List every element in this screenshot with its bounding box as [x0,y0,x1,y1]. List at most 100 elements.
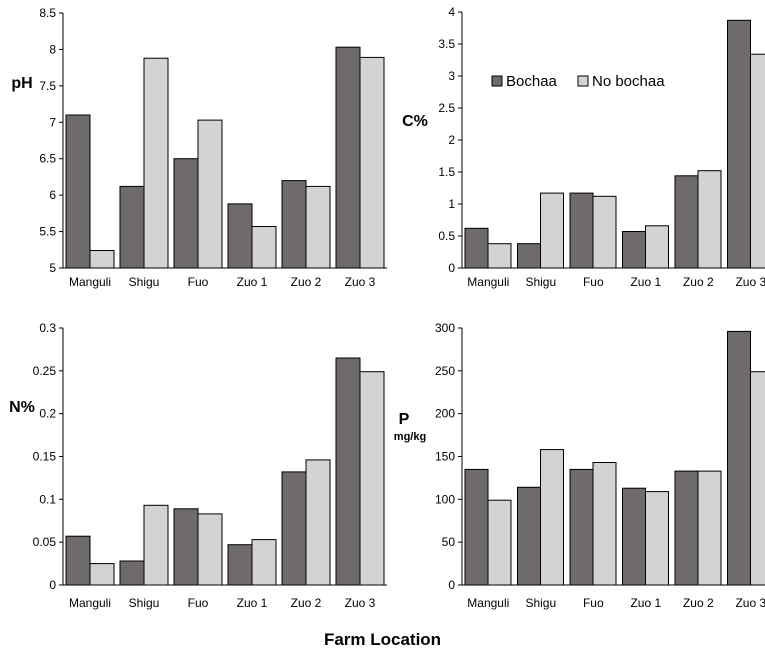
bar-no-bochaa-manguli [90,564,114,585]
y-axis-label: C% [402,113,428,130]
shared-x-axis-title: Farm Location [0,630,765,650]
legend-swatch-no-bochaa [578,76,588,86]
y-tick-label: 6 [49,188,56,202]
bar-no-bochaa-zuo-1 [252,540,276,585]
bar-no-bochaa-fuo [593,196,616,268]
bar-bochaa-zuo-3 [728,20,751,268]
bar-no-bochaa-zuo-1 [646,226,669,268]
bar-bochaa-zuo-1 [623,232,646,269]
bar-no-bochaa-zuo-1 [252,227,276,269]
bar-no-bochaa-manguli [90,251,114,269]
bar-no-bochaa-zuo-1 [646,492,669,585]
bar-bochaa-shigu [120,186,144,268]
x-tick-label: Zuo 2 [291,596,322,610]
bar-no-bochaa-fuo [593,463,616,586]
y-tick-label: 200 [435,407,455,421]
y-tick-label: 5.5 [39,225,56,239]
x-tick-label: Fuo [583,596,604,610]
x-tick-label: Zuo 2 [291,275,322,289]
bar-bochaa-fuo [570,469,593,585]
bar-bochaa-zuo-2 [282,181,306,268]
chart-panel-2: 0 0.5 1 1.5 2 2.5 3 3.5 4 C% Manguli Shigu Fuo Zuo 1 Z… [402,5,765,289]
bar-bochaa-manguli [465,469,488,585]
x-tick-label: Zuo 2 [683,596,714,610]
y-tick-label: 0.25 [33,364,57,378]
y-tick-label: 5 [49,261,56,275]
bar-no-bochaa-manguli [488,500,511,585]
x-tick-label: Fuo [188,275,209,289]
bar-no-bochaa-zuo-3 [360,372,384,585]
y-tick-label: 300 [435,321,455,335]
x-tick-label: Zuo 3 [345,275,376,289]
bar-no-bochaa-zuo-2 [698,471,721,585]
x-tick-label: Zuo 2 [683,275,714,289]
bar-bochaa-fuo [174,509,198,585]
bar-bochaa-fuo [570,193,593,268]
y-tick-label: 50 [442,535,456,549]
y-tick-label: 6.5 [39,152,56,166]
bar-bochaa-zuo-2 [675,176,698,268]
x-tick-label: Zuo 3 [345,596,376,610]
x-tick-label: Zuo 1 [237,275,268,289]
y-tick-label: 4 [448,5,455,19]
y-axis-unit: mg/kg [394,431,426,443]
bar-bochaa-shigu [120,561,144,585]
y-tick-label: 0.2 [39,407,56,421]
bar-no-bochaa-shigu [541,450,564,585]
bar-no-bochaa-shigu [144,505,168,585]
x-tick-label: Fuo [583,275,604,289]
bar-no-bochaa-zuo-2 [698,171,721,268]
bar-no-bochaa-zuo-2 [306,460,330,585]
y-tick-label: 0.5 [438,229,455,243]
bar-no-bochaa-fuo [198,120,222,268]
chart-panel-1: 5 5.5 6 6.5 7 7.5 8 8.5 pH Manguli Shigu Fuo Zuo 1 Zu… [11,6,387,289]
y-tick-label: 100 [435,492,455,506]
y-tick-label: 0.15 [33,450,57,464]
x-tick-label: Fuo [188,596,209,610]
bar-bochaa-manguli [465,228,488,268]
y-tick-label: 0 [49,578,56,592]
bar-no-bochaa-fuo [198,514,222,585]
y-tick-label: 3.5 [438,37,455,51]
y-tick-label: 3 [448,69,455,83]
y-axis-label: N% [9,399,35,416]
legend-swatch-bochaa [492,76,502,86]
y-tick-label: 7 [49,115,56,129]
y-tick-label: 8.5 [39,6,56,20]
y-tick-label: 7.5 [39,79,56,93]
bar-bochaa-zuo-3 [336,358,360,585]
y-tick-label: 1.5 [438,165,455,179]
x-tick-label: Manguli [467,596,509,610]
y-tick-label: 2.5 [438,101,455,115]
bar-no-bochaa-shigu [144,58,168,268]
x-tick-label: Manguli [69,596,111,610]
y-axis-label: P [399,411,410,428]
x-tick-label: Manguli [467,275,509,289]
y-tick-label: 250 [435,364,455,378]
y-tick-label: 1 [448,197,455,211]
bar-no-bochaa-manguli [488,244,511,268]
x-tick-label: Zuo 3 [735,596,765,610]
legend-label-bochaa: Bochaa [506,73,558,90]
bar-bochaa-zuo-1 [623,488,646,585]
bar-bochaa-manguli [66,536,90,585]
x-tick-label: Zuo 1 [237,596,268,610]
bar-bochaa-manguli [66,115,90,268]
bar-no-bochaa-zuo-3 [360,57,384,268]
bar-bochaa-zuo-3 [336,47,360,268]
bar-no-bochaa-zuo-2 [306,186,330,268]
bar-bochaa-shigu [518,487,541,585]
y-tick-label: 0 [448,578,455,592]
y-tick-label: 0 [448,261,455,275]
bar-no-bochaa-zuo-3 [751,54,765,268]
bar-no-bochaa-zuo-3 [751,372,765,585]
x-tick-label: Manguli [69,275,111,289]
x-tick-label: Shigu [525,275,556,289]
x-tick-label: Shigu [525,596,556,610]
bar-bochaa-zuo-3 [728,331,751,585]
x-tick-label: Zuo 1 [630,596,661,610]
bar-bochaa-zuo-1 [228,545,252,585]
chart-panel-4: 0 50 100 150 200 250 300 Pmg/kg Manguli Shigu Fuo Z… [394,321,765,610]
y-tick-label: 0.1 [39,492,56,506]
